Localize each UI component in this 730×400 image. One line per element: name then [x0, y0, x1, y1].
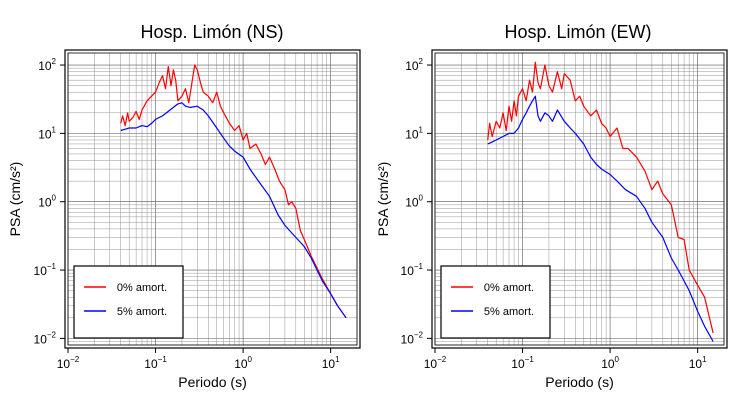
legend-label: 5% amort.	[484, 306, 534, 318]
legend-box	[440, 265, 551, 339]
y-axis-label: PSA (cm/s²)	[7, 162, 23, 237]
y-axis-label: PSA (cm/s²)	[375, 162, 391, 237]
chart-title: Hosp. Limón (EW)	[504, 22, 651, 42]
chart-title: Hosp. Limón (NS)	[140, 22, 283, 42]
y-tick-label: 101	[405, 125, 423, 141]
series-line-undamped	[120, 64, 347, 319]
chart-panel-2: Hosp. Limón (EW) 10−2 10−1 100 101 10−2 10−1 10…	[375, 22, 728, 390]
legend: 0% amort. 5% amort.	[73, 265, 184, 339]
x-tick-label: 10−2	[424, 355, 447, 371]
series-line-damped	[487, 95, 714, 342]
y-tick-label: 10−1	[34, 262, 57, 278]
x-tick-label: 100	[234, 355, 252, 371]
y-tick-label: 10−2	[34, 330, 57, 346]
plot-frame-outer	[431, 49, 728, 349]
legend-label: 0% amort.	[117, 282, 167, 294]
series-line-undamped	[487, 61, 714, 334]
plot-frame	[434, 52, 725, 346]
x-axis-label: Periodo (s)	[545, 374, 613, 390]
x-tick-label: 10−1	[144, 355, 167, 371]
chart-panel-1: Hosp. Limón (NS) 10−2 10−1 100 101 10−2 10−1 10…	[7, 22, 361, 390]
y-tick-label: 101	[38, 125, 56, 141]
x-tick-label: 101	[689, 355, 707, 371]
legend-label: 0% amort.	[484, 282, 534, 294]
y-tick-label: 102	[405, 57, 423, 73]
legend: 0% amort. 5% amort.	[440, 265, 551, 339]
x-axis-label: Periodo (s)	[178, 374, 246, 390]
x-tick-label: 10−1	[511, 355, 534, 371]
x-tick-label: 100	[601, 355, 619, 371]
series-line-damped	[120, 102, 347, 319]
y-tick-label: 10−2	[401, 330, 424, 346]
plot-frame-outer	[64, 49, 361, 349]
x-tick-label: 10−2	[57, 355, 80, 371]
y-tick-label: 10−1	[401, 262, 424, 278]
x-tick-label: 101	[322, 355, 340, 371]
y-tick-label: 102	[38, 57, 56, 73]
legend-box	[73, 265, 184, 339]
y-tick-label: 100	[405, 194, 423, 210]
legend-label: 5% amort.	[117, 306, 167, 318]
y-tick-label: 100	[38, 194, 56, 210]
plot-frame	[67, 52, 358, 346]
